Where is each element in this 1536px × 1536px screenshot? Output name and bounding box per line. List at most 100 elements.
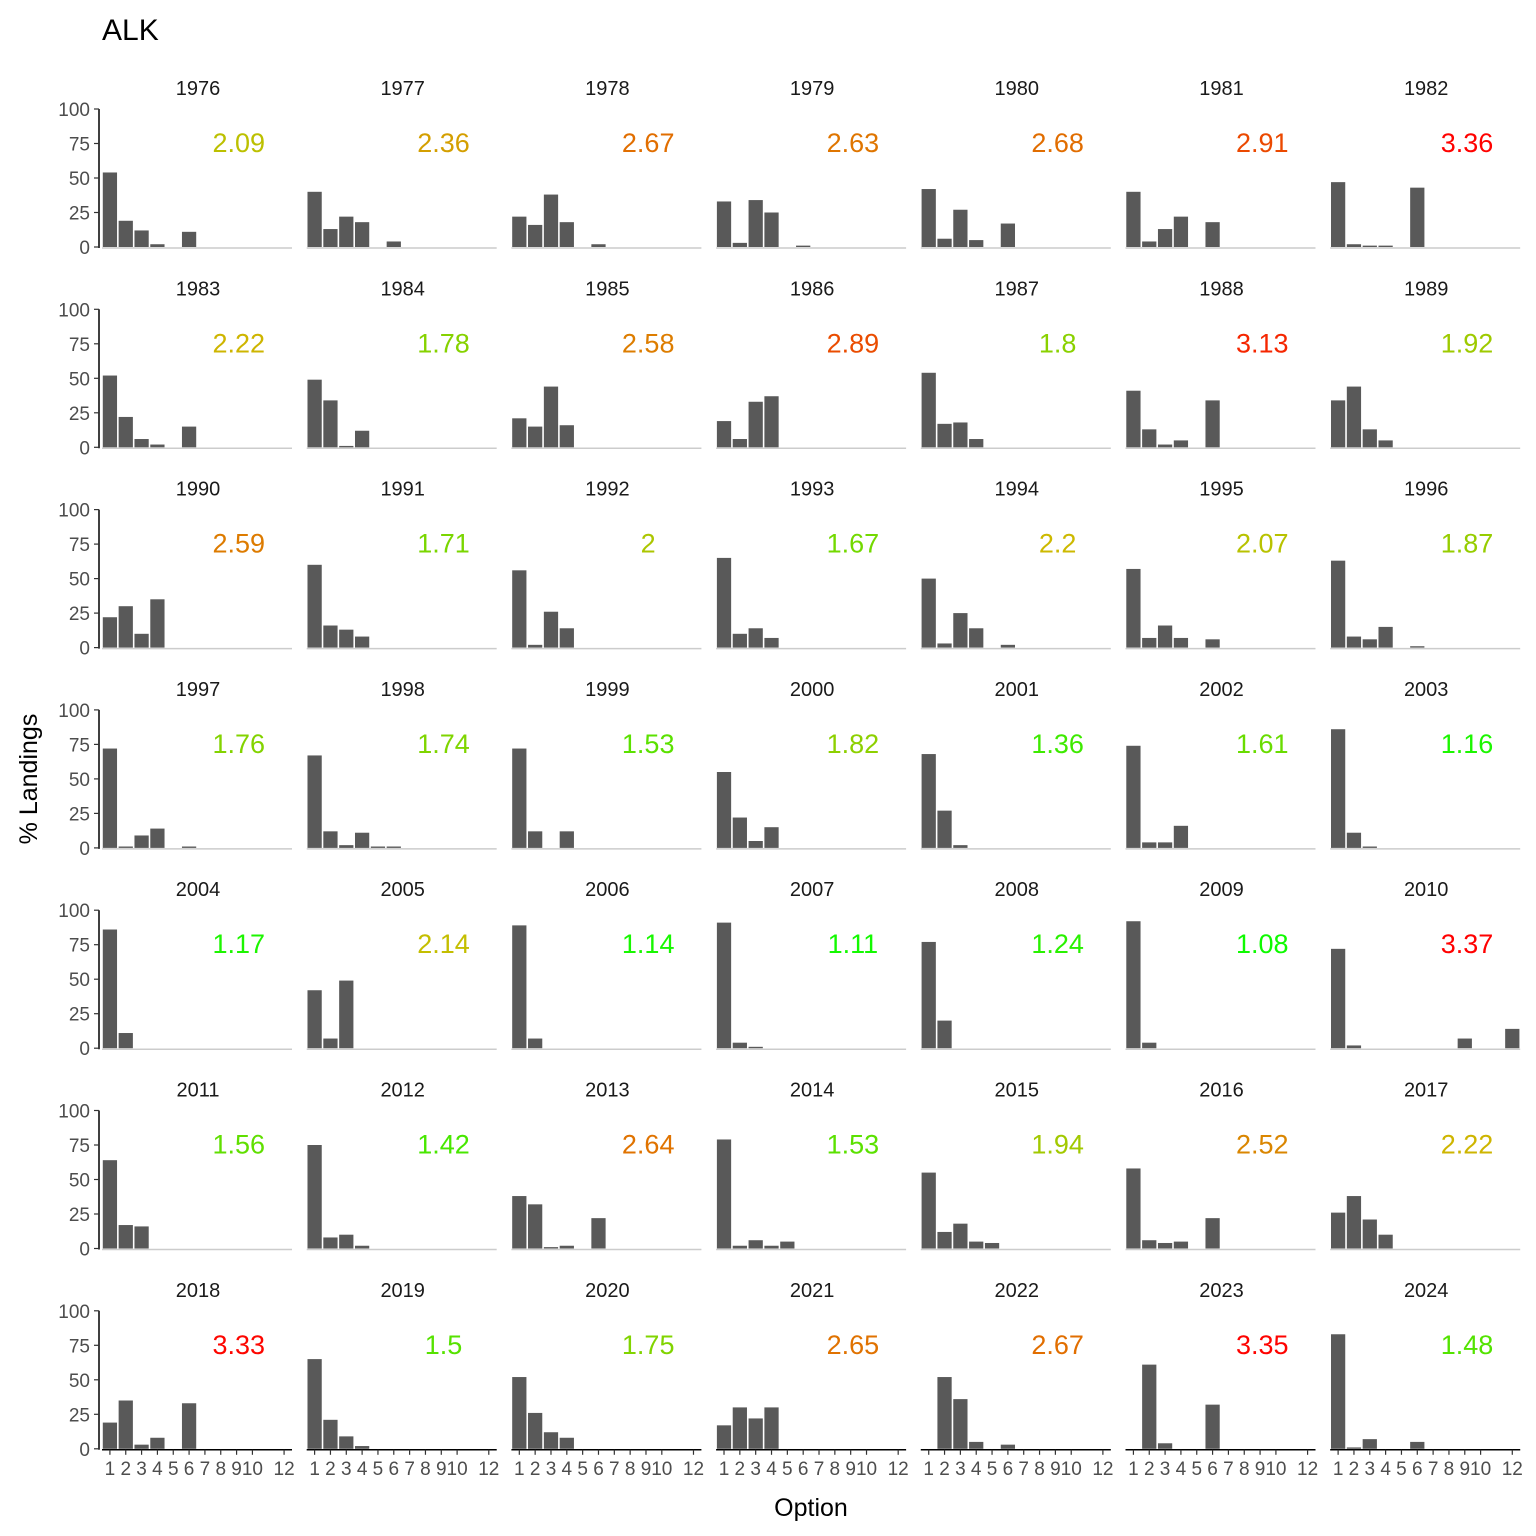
panel-mean-value: 3.36 [1441,128,1494,158]
bar-option-2 [323,831,338,848]
x-tick-label: 7 [814,1459,825,1480]
bar-option-2 [1346,1045,1362,1049]
x-tick-label: 3 [546,1459,557,1480]
x-tick-label: 7 [1223,1459,1234,1480]
x-tick-label: 10 [242,1459,263,1480]
bar-option-3 [339,629,354,648]
bar-option-5 [984,1242,1000,1249]
y-tick-label: 100 [58,701,90,722]
panel-year-label: 1992 [585,479,630,501]
y-tick-label: 50 [69,770,90,791]
bar-option-4 [764,396,779,448]
panel-mean-value: 1.67 [827,529,880,559]
x-tick-label: 3 [341,1459,352,1480]
panel-mean-value: 1.36 [1031,729,1084,759]
x-tick-label: 3 [955,1459,966,1480]
bar-option-3 [339,1436,354,1449]
y-axis-title: % Landings [15,714,43,845]
bar-option-2 [528,831,543,848]
bar-option-2 [323,400,338,448]
x-tick-label: 5 [577,1459,588,1480]
panel-mean-value: 2.68 [1031,128,1084,158]
bar-option-1 [921,754,936,848]
bar-option-3 [1157,1443,1173,1449]
panel-mean-value: 2.67 [622,128,675,158]
bar-option-6 [386,846,401,848]
panel-2002: 2002 1.61 [1125,679,1316,850]
x-tick-label: 5 [373,1459,384,1480]
panel-year-label: 2019 [380,1280,425,1302]
bar-option-4 [150,444,165,448]
panel-mean-value: 3.33 [213,1330,266,1360]
x-tick-label: 8 [1239,1459,1250,1480]
bar-option-4 [150,828,165,848]
panel-1980: 1980 2.68 [920,78,1111,249]
panel-year-label: 2004 [176,879,221,901]
y-tick-label: 50 [69,570,90,591]
bar-option-4 [764,827,779,848]
bar-option-3 [1362,846,1377,848]
x-tick-label: 1 [105,1459,116,1480]
bar-option-1 [1330,1334,1346,1449]
bar-option-3 [1157,444,1173,448]
bar-option-4 [354,1245,370,1249]
bar-option-9 [1457,1038,1472,1049]
panel-year-label: 2018 [176,1280,221,1302]
bar-option-1 [1126,191,1141,247]
x-tick-label: 6 [388,1459,399,1480]
y-tick-label: 100 [58,300,90,321]
y-tick-label: 50 [69,169,90,190]
panel-year-label: 2014 [790,1080,835,1102]
panel-1982: 1982 3.36 [1330,78,1521,249]
bar-option-2 [1142,429,1157,448]
panel-year-label: 2010 [1404,879,1449,901]
bar-option-2 [118,846,133,848]
panel-year-label: 2006 [585,879,630,901]
bar-option-2 [118,606,133,648]
panel-mean-value: 2.22 [213,328,266,358]
panel-mean-value: 1.92 [1441,328,1494,358]
bar-option-2 [732,242,747,247]
panel-1993: 1993 1.67 [716,479,907,650]
panel-mean-value: 1.24 [1031,929,1084,959]
x-tick-label: 10 [1470,1459,1491,1480]
bar-option-2 [937,643,952,648]
y-tick-label: 75 [69,335,90,356]
panel-mean-value: 1.78 [417,328,470,358]
bar-option-2 [1142,842,1157,848]
panel-year-label: 1998 [380,679,425,701]
panel-year-label: 1980 [995,78,1040,100]
bar-option-4 [1173,440,1189,448]
x-tick-label: 5 [782,1459,793,1480]
bar-option-6 [591,1218,606,1249]
bar-option-1 [716,421,732,448]
bar-option-2 [118,1225,133,1249]
x-tick-label: 10 [447,1459,468,1480]
bar-option-2 [1346,1447,1362,1449]
panel-year-label: 1999 [585,679,630,701]
panel-year-label: 1993 [790,479,835,501]
x-tick-label: 2 [530,1459,541,1480]
x-tick-label: 5 [1191,1459,1202,1480]
panel-year-label: 2007 [790,879,835,901]
bar-option-6 [1205,1404,1220,1449]
bar-option-4 [559,1245,574,1249]
panel-year-label: 1986 [790,278,835,300]
bar-option-3 [748,401,763,448]
bar-option-2 [1346,244,1362,247]
panel-mean-value: 1.94 [1031,1130,1084,1160]
bar-option-3 [134,439,149,448]
bar-option-3 [543,1432,559,1449]
y-tick-label: 75 [69,936,90,957]
panel-2010: 2010 3.37 [1330,879,1521,1050]
bar-option-6 [181,231,197,247]
panel-1977: 1977 2.36 [306,78,497,249]
x-tick-label: 8 [625,1459,636,1480]
panel-year-label: 2005 [380,879,425,901]
panel-mean-value: 2.2 [1039,529,1077,559]
panel-year-label: 2012 [380,1080,425,1102]
panel-year-label: 2011 [176,1080,219,1102]
y-tick-label: 0 [79,839,90,860]
bar-option-3 [953,1399,968,1449]
